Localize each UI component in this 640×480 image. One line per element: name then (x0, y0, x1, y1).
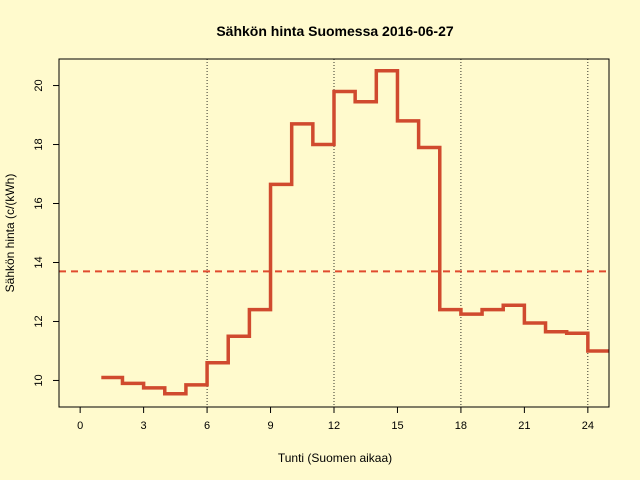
x-tick-label: 24 (582, 420, 594, 432)
x-tick-label: 18 (455, 420, 467, 432)
x-tick-label: 3 (141, 420, 147, 432)
y-tick-label: 16 (33, 197, 45, 209)
price-step-line (101, 69, 609, 396)
y-tick-label: 18 (33, 138, 45, 150)
x-tick-label: 6 (204, 420, 210, 432)
x-tick-label: 15 (391, 420, 403, 432)
y-tick-label: 20 (33, 79, 45, 91)
y-tick-label: 14 (33, 256, 45, 268)
y-tick-label: 10 (33, 374, 45, 386)
y-axis-label: Sähkön hinta (c/(kWh) (3, 174, 17, 293)
x-tick-label: 21 (518, 420, 530, 432)
x-axis-label: Tunti (Suomen aikaa) (278, 451, 392, 465)
y-tick-label: 12 (33, 315, 45, 327)
x-tick-label: 12 (328, 420, 340, 432)
x-tick-label: 0 (77, 420, 83, 432)
chart-title: Sähkön hinta Suomessa 2016-06-27 (216, 23, 454, 39)
plot-area: 0 3 6 9 12 15 18 21 24 10 12 14 16 18 20 (33, 58, 610, 432)
x-tick-label: 9 (267, 420, 273, 432)
